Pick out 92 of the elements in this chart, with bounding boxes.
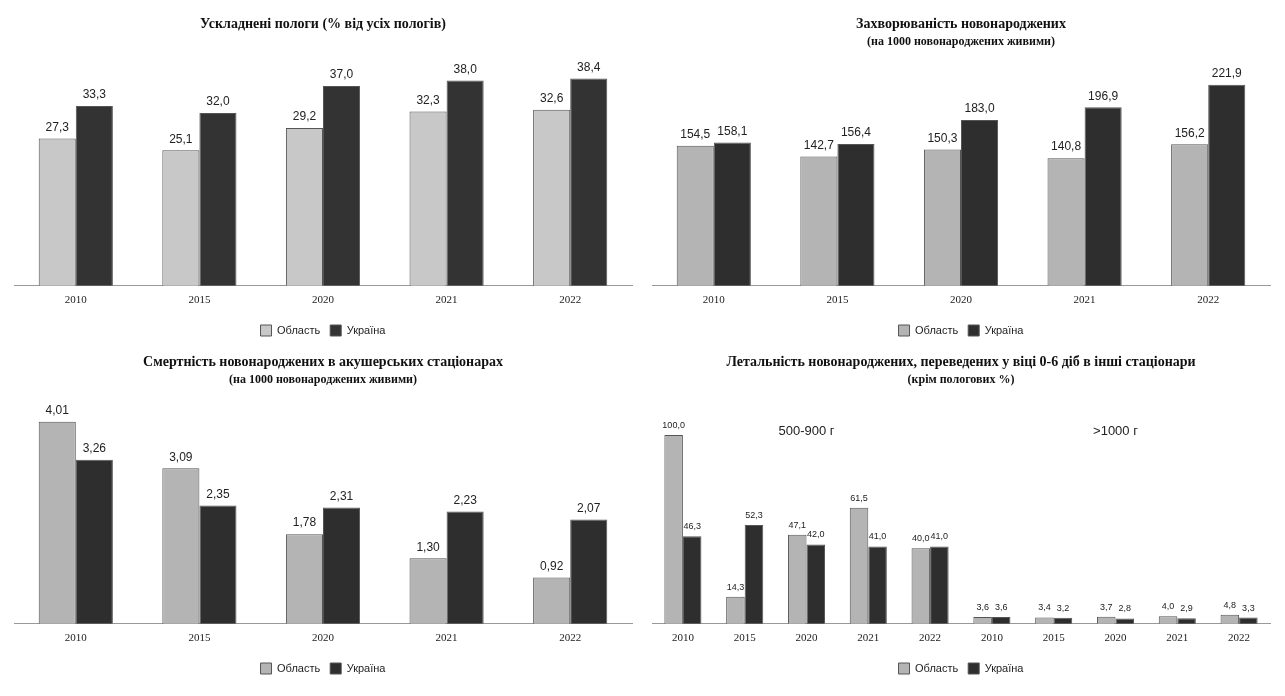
x-tick-label: 2010 xyxy=(980,631,1004,644)
data-label: 150,3 xyxy=(927,130,958,145)
data-label: 27,3 xyxy=(45,119,70,134)
data-label: 4,01 xyxy=(45,403,70,418)
data-label: 3,6 xyxy=(994,601,1008,612)
data-label: 156,2 xyxy=(1174,125,1205,140)
x-tick-label: 2020 xyxy=(1104,631,1127,644)
data-label: 1,78 xyxy=(292,515,317,530)
data-label: 38,4 xyxy=(577,59,601,74)
x-tick-label: 2022 xyxy=(919,631,942,644)
x-tick-label: 2021 xyxy=(435,293,458,306)
data-label: 183,0 xyxy=(964,101,995,116)
x-tick-label: 2015 xyxy=(188,293,211,306)
data-label: 40,0 xyxy=(912,533,930,544)
chart-subtitle: (крім пологових %) xyxy=(907,372,1015,387)
x-tick-label: 2020 xyxy=(312,293,335,306)
data-label: 2,07 xyxy=(577,500,601,515)
x-tick-label: 2010 xyxy=(64,631,88,644)
x-tick-label: 2022 xyxy=(1228,631,1251,644)
x-tick-label: 2021 xyxy=(857,631,880,644)
x-tick-label: 2021 xyxy=(1166,631,1189,644)
data-label: 41,0 xyxy=(930,531,949,542)
x-tick-label: 2015 xyxy=(826,293,849,306)
data-label: 33,3 xyxy=(82,87,107,102)
data-label: 2,9 xyxy=(1180,603,1193,614)
data-label: 4,8 xyxy=(1223,599,1237,610)
data-label: 196,9 xyxy=(1088,88,1119,103)
legend-label: Область xyxy=(915,661,959,674)
data-label: 3,6 xyxy=(976,601,989,612)
data-label: 156,4 xyxy=(840,125,872,140)
legend-label: Область xyxy=(277,661,321,674)
x-tick-label: 2020 xyxy=(795,631,818,644)
x-tick-label: 2015 xyxy=(188,631,211,644)
legend-label: Область xyxy=(915,323,959,336)
data-label: 29,2 xyxy=(292,109,317,124)
legend-label: Україна xyxy=(984,323,1025,336)
data-label: 0,92 xyxy=(539,558,564,573)
data-label: 3,7 xyxy=(1099,601,1113,612)
data-label: 3,2 xyxy=(1056,602,1070,613)
annotation: >1000 г xyxy=(1093,422,1139,438)
data-label: 142,7 xyxy=(803,137,835,152)
data-label: 3,3 xyxy=(1242,602,1255,613)
data-label: 14,3 xyxy=(726,581,745,592)
x-tick-label: 2010 xyxy=(64,293,88,306)
data-label: 3,4 xyxy=(1038,602,1051,613)
data-label: 100,0 xyxy=(662,419,685,430)
legend-label: Україна xyxy=(984,661,1025,674)
data-label: 32,0 xyxy=(206,94,230,109)
x-tick-label: 2010 xyxy=(702,293,726,306)
chart-title: Захворюваність новонароджених xyxy=(856,16,1066,32)
data-label: 2,35 xyxy=(206,486,230,501)
data-label: 25,1 xyxy=(169,131,193,146)
chart-title: Смертність новонароджених в акушерських стаціонарах xyxy=(143,354,503,370)
data-label: 158,1 xyxy=(717,123,748,138)
x-tick-label: 2015 xyxy=(1042,631,1066,644)
data-label: 61,5 xyxy=(850,492,868,503)
data-label: 32,3 xyxy=(416,92,441,107)
legend-label: Область xyxy=(277,323,321,336)
data-label: 38,0 xyxy=(453,61,478,76)
data-label: 4,0 xyxy=(1161,601,1175,612)
chart-subtitle: (на 1000 новонароджених живими) xyxy=(228,372,418,387)
annotation: 500-900 г xyxy=(778,422,835,438)
data-label: 2,31 xyxy=(329,488,354,503)
data-label: 3,09 xyxy=(169,449,193,464)
data-label: 221,9 xyxy=(1211,65,1243,80)
data-label: 2,23 xyxy=(453,492,478,507)
data-label: 41,0 xyxy=(868,531,887,542)
x-tick-label: 2015 xyxy=(733,631,757,644)
data-label: 32,6 xyxy=(539,91,564,106)
chart-subtitle: (на 1000 новонароджених живими) xyxy=(866,34,1056,49)
x-tick-label: 2022 xyxy=(559,293,582,306)
x-tick-label: 2021 xyxy=(435,631,458,644)
x-tick-label: 2020 xyxy=(312,631,335,644)
chart-title: Ускладнені пологи (% від усіх пологів) xyxy=(200,16,447,33)
data-label: 1,30 xyxy=(416,539,441,554)
data-label: 2,8 xyxy=(1118,603,1132,614)
data-label: 3,26 xyxy=(82,440,107,455)
data-label: 154,5 xyxy=(680,127,711,142)
data-label: 46,3 xyxy=(683,521,701,532)
legend-label: Україна xyxy=(346,661,387,674)
legend-label: Україна xyxy=(346,323,387,336)
data-label: 47,1 xyxy=(788,519,806,530)
data-label: 140,8 xyxy=(1051,139,1082,154)
x-tick-label: 2022 xyxy=(559,631,582,644)
data-label: 42,0 xyxy=(807,529,825,540)
chart-title: Летальність новонароджених, переведених у віці 0-6 діб в інші стаціонари xyxy=(726,354,1196,370)
x-tick-label: 2021 xyxy=(1073,293,1096,306)
x-tick-label: 2010 xyxy=(671,631,695,644)
x-tick-label: 2020 xyxy=(950,293,973,306)
data-label: 52,3 xyxy=(745,510,763,521)
x-tick-label: 2022 xyxy=(1197,293,1220,306)
data-label: 37,0 xyxy=(329,67,354,82)
